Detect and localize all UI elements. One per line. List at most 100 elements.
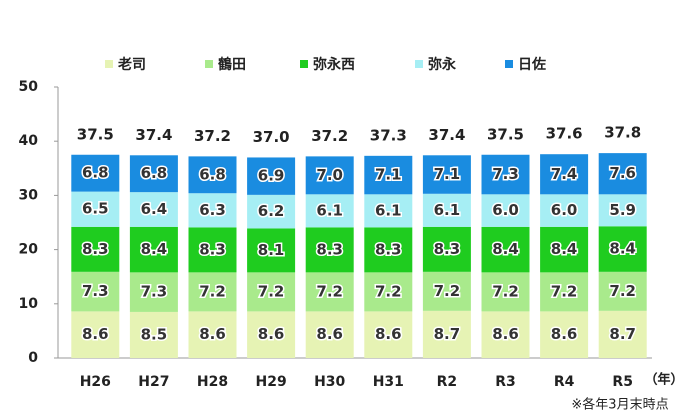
bar-segment: [422, 271, 471, 311]
data-label: 6.8: [82, 164, 109, 182]
data-label: 8.6: [375, 325, 402, 343]
data-label: 8.3: [434, 240, 461, 258]
data-label: 5.9: [609, 201, 636, 219]
data-label: 7.2: [551, 282, 578, 300]
data-label: 7.2: [258, 282, 285, 300]
data-label: 7.0: [316, 166, 343, 184]
data-label: 8.4: [551, 240, 578, 258]
bar-segment: [364, 272, 413, 312]
data-label: 6.5: [82, 200, 109, 218]
bar-segment: [305, 272, 354, 312]
bar-segment: [364, 311, 413, 358]
data-label: 8.6: [316, 325, 343, 343]
bar-segment: [71, 311, 120, 358]
bar-segment: [422, 310, 471, 358]
bar-segment: [481, 272, 530, 312]
bar-segment: [188, 227, 237, 273]
bar-segment: [247, 157, 296, 195]
bar-segment: [247, 272, 296, 312]
x-tick-label: H28: [197, 374, 228, 390]
data-label: 6.4: [141, 200, 168, 218]
data-label: 8.6: [492, 325, 519, 343]
total-label: 37.4: [135, 126, 172, 144]
data-label: 7.1: [434, 165, 461, 183]
data-label: 8.6: [199, 325, 226, 343]
data-label: 6.1: [434, 201, 461, 219]
bar-segment: [364, 194, 413, 228]
x-tick-label: H30: [314, 374, 345, 390]
data-label: 7.3: [492, 165, 519, 183]
data-label: 7.2: [316, 282, 343, 300]
bar-segment: [129, 192, 178, 227]
legend-label: 鶴田: [218, 56, 246, 73]
data-label: 8.3: [199, 240, 226, 258]
data-label: 7.2: [609, 282, 636, 300]
bar-segment: [481, 311, 530, 358]
y-tick-label: 20: [19, 242, 39, 258]
total-label: 37.5: [77, 125, 114, 143]
bar-segment: [540, 272, 589, 312]
bar-segment: [598, 153, 647, 195]
legend-label: 日佐: [518, 56, 546, 73]
data-label: 6.9: [258, 167, 285, 185]
x-tick-label: H26: [80, 374, 111, 390]
data-label: 8.5: [141, 325, 168, 343]
data-label: 7.2: [375, 282, 402, 300]
bar-segment: [481, 226, 530, 273]
bar-segment: [364, 227, 413, 273]
bar-segment: [481, 194, 530, 227]
total-label: 37.2: [311, 127, 348, 145]
data-label: 8.3: [375, 240, 402, 258]
data-label: 8.6: [258, 325, 285, 343]
x-unit: （年）: [644, 372, 683, 388]
bar-segment: [71, 191, 120, 227]
data-label: 8.6: [551, 325, 578, 343]
bar-segment: [247, 194, 296, 229]
legend-swatch: [505, 60, 513, 68]
bar-segment: [129, 311, 178, 358]
note: ※各年3月末時点: [571, 397, 668, 413]
data-label: 7.1: [375, 166, 402, 184]
y-tick-label: 40: [19, 133, 39, 149]
y-tick-label: 0: [28, 350, 38, 366]
total-label: 37.8: [604, 124, 641, 142]
legend-label: 老司: [118, 56, 146, 73]
bar-segment: [422, 193, 471, 227]
bar-segment: [247, 311, 296, 358]
data-label: 8.1: [258, 241, 285, 259]
bar-segment: [540, 154, 589, 195]
bar-segment: [540, 226, 589, 273]
data-label: 6.2: [258, 202, 285, 220]
bar-segment: [188, 156, 237, 194]
legend-swatch: [300, 60, 308, 68]
data-label: 8.4: [609, 240, 636, 258]
bar-segment: [129, 272, 178, 312]
data-label: 6.1: [375, 201, 402, 219]
total-label: 37.0: [253, 128, 290, 146]
data-label: 7.4: [551, 165, 578, 183]
x-tick-label: H27: [138, 374, 169, 390]
data-label: 7.6: [609, 164, 636, 182]
legend-label: 弥永西: [313, 56, 355, 73]
data-label: 8.7: [609, 325, 636, 343]
bar-segment: [422, 226, 471, 272]
bar-segment: [305, 227, 354, 273]
bar-segment: [71, 154, 120, 192]
x-tick-label: R4: [554, 374, 575, 390]
data-label: 8.7: [434, 325, 461, 343]
total-label: 37.5: [487, 125, 524, 143]
y-tick-label: 30: [19, 187, 39, 203]
data-label: 8.4: [141, 240, 168, 258]
legend-swatch: [415, 60, 423, 68]
x-tick-label: H31: [373, 374, 404, 390]
data-label: 8.4: [492, 240, 519, 258]
bar-segment: [305, 156, 354, 195]
bar-segment: [247, 228, 296, 273]
data-label: 7.3: [82, 282, 109, 300]
bar-segment: [364, 155, 413, 195]
bar-segment: [129, 155, 178, 193]
data-label: 7.3: [141, 283, 168, 301]
bar-segment: [305, 194, 354, 228]
bar-segment: [540, 194, 589, 227]
